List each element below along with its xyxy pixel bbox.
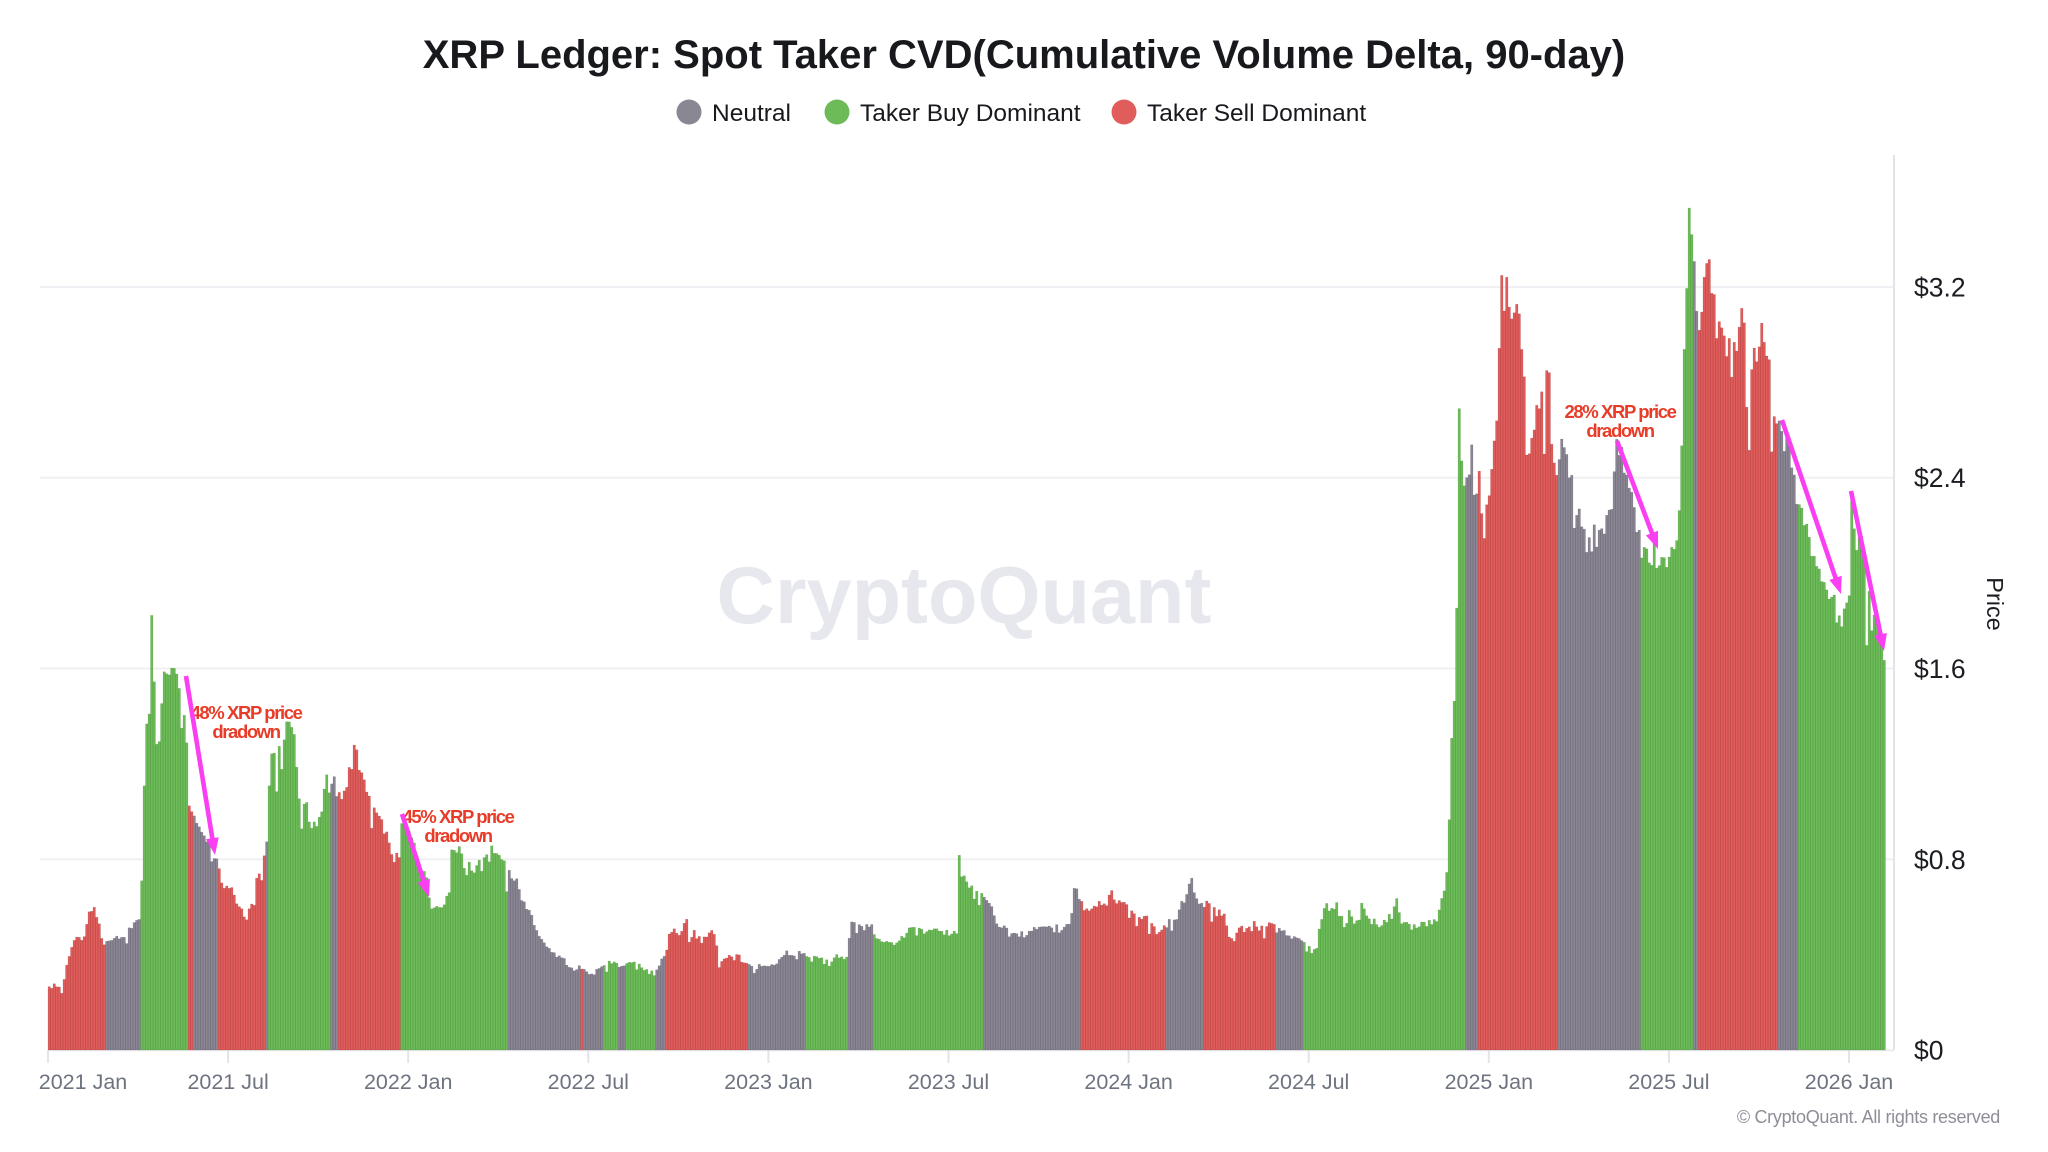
svg-text:2024 Jan: 2024 Jan [1084,1070,1172,1094]
svg-text:$3.2: $3.2 [1914,273,1966,303]
svg-text:Taker Buy Dominant: Taker Buy Dominant [860,100,1081,127]
svg-text:© CryptoQuant. All rights rese: © CryptoQuant. All rights reserved [1737,1107,2000,1127]
svg-text:45% XRP price: 45% XRP price [402,806,514,827]
svg-text:2023 Jul: 2023 Jul [908,1070,989,1094]
svg-text:48% XRP price: 48% XRP price [190,702,302,723]
svg-text:XRP Ledger: Spot Taker CVD(Cum: XRP Ledger: Spot Taker CVD(Cumulative Vo… [423,33,1626,77]
svg-text:2022 Jul: 2022 Jul [548,1070,629,1094]
svg-text:$0: $0 [1914,1036,1943,1066]
svg-text:2024 Jul: 2024 Jul [1268,1070,1349,1094]
svg-text:$0.8: $0.8 [1914,845,1966,875]
svg-text:2021 Jul: 2021 Jul [187,1070,268,1094]
svg-text:CryptoQuant: CryptoQuant [717,551,1212,641]
svg-text:Price: Price [1982,577,2008,631]
svg-text:dradown: dradown [212,721,280,742]
svg-text:2025 Jan: 2025 Jan [1445,1070,1533,1094]
svg-text:2025 Jul: 2025 Jul [1628,1070,1709,1094]
svg-text:dradown: dradown [1586,420,1654,441]
svg-text:2021 Jan: 2021 Jan [39,1070,127,1094]
svg-text:Neutral: Neutral [712,100,791,127]
svg-text:28% XRP price: 28% XRP price [1564,401,1676,422]
svg-text:dradown: dradown [424,825,492,846]
svg-text:Taker Sell Dominant: Taker Sell Dominant [1147,100,1366,127]
svg-text:2022 Jan: 2022 Jan [364,1070,452,1094]
svg-text:$1.6: $1.6 [1914,654,1966,684]
svg-text:$2.4: $2.4 [1914,463,1966,493]
svg-text:2023 Jan: 2023 Jan [724,1070,812,1094]
svg-text:2026 Jan: 2026 Jan [1805,1070,1893,1094]
